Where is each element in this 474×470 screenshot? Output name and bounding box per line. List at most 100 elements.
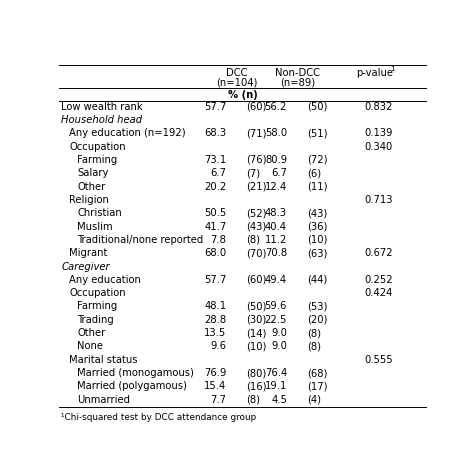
Text: Trading: Trading	[77, 315, 114, 325]
Text: 80.9: 80.9	[265, 155, 287, 165]
Text: (72): (72)	[307, 155, 328, 165]
Text: Other: Other	[77, 181, 106, 192]
Text: 50.5: 50.5	[204, 208, 227, 218]
Text: Household head: Household head	[61, 115, 142, 125]
Text: (76): (76)	[246, 155, 267, 165]
Text: 0.252: 0.252	[365, 275, 393, 285]
Text: 58.0: 58.0	[265, 128, 287, 138]
Text: (30): (30)	[246, 315, 267, 325]
Text: (14): (14)	[246, 328, 267, 338]
Text: Religion: Religion	[69, 195, 109, 205]
Text: (4): (4)	[307, 395, 321, 405]
Text: (71): (71)	[246, 128, 267, 138]
Text: Low wealth rank: Low wealth rank	[61, 102, 143, 112]
Text: 22.5: 22.5	[264, 315, 287, 325]
Text: (36): (36)	[307, 221, 328, 232]
Text: (17): (17)	[307, 381, 328, 392]
Text: Married (polygamous): Married (polygamous)	[77, 381, 187, 392]
Text: (11): (11)	[307, 181, 328, 192]
Text: 0.672: 0.672	[365, 248, 393, 258]
Text: Occupation: Occupation	[69, 141, 126, 152]
Text: 11.2: 11.2	[264, 235, 287, 245]
Text: (10): (10)	[307, 235, 328, 245]
Text: (60): (60)	[246, 102, 267, 112]
Text: (43): (43)	[307, 208, 328, 218]
Text: (8): (8)	[307, 341, 321, 352]
Text: 28.8: 28.8	[204, 315, 227, 325]
Text: ¹Chi-squared test by DCC attendance group: ¹Chi-squared test by DCC attendance grou…	[61, 413, 256, 422]
Text: 12.4: 12.4	[265, 181, 287, 192]
Text: (80): (80)	[246, 368, 267, 378]
Text: 20.2: 20.2	[204, 181, 227, 192]
Text: 13.5: 13.5	[204, 328, 227, 338]
Text: 19.1: 19.1	[264, 381, 287, 392]
Text: (21): (21)	[246, 181, 267, 192]
Text: 0.139: 0.139	[365, 128, 393, 138]
Text: 56.2: 56.2	[264, 102, 287, 112]
Text: (n=89): (n=89)	[280, 78, 315, 87]
Text: 57.7: 57.7	[204, 102, 227, 112]
Text: (60): (60)	[246, 275, 267, 285]
Text: Other: Other	[77, 328, 106, 338]
Text: 0.832: 0.832	[365, 102, 393, 112]
Text: Farming: Farming	[77, 155, 118, 165]
Text: (16): (16)	[246, 381, 267, 392]
Text: DCC: DCC	[226, 69, 247, 78]
Text: 7.7: 7.7	[210, 395, 227, 405]
Text: (20): (20)	[307, 315, 328, 325]
Text: Occupation: Occupation	[69, 288, 126, 298]
Text: Caregiver: Caregiver	[61, 261, 109, 272]
Text: (8): (8)	[246, 395, 261, 405]
Text: 1: 1	[390, 66, 395, 72]
Text: Farming: Farming	[77, 301, 118, 312]
Text: 73.1: 73.1	[204, 155, 227, 165]
Text: (70): (70)	[246, 248, 267, 258]
Text: (7): (7)	[246, 168, 261, 178]
Text: Migrant: Migrant	[69, 248, 108, 258]
Text: 7.8: 7.8	[210, 235, 227, 245]
Text: (43): (43)	[246, 221, 267, 232]
Text: 70.8: 70.8	[265, 248, 287, 258]
Text: 6.7: 6.7	[210, 168, 227, 178]
Text: (8): (8)	[307, 328, 321, 338]
Text: 0.713: 0.713	[365, 195, 393, 205]
Text: None: None	[77, 341, 103, 352]
Text: 48.1: 48.1	[204, 301, 227, 312]
Text: (50): (50)	[246, 301, 267, 312]
Text: 59.6: 59.6	[264, 301, 287, 312]
Text: 0.555: 0.555	[365, 355, 393, 365]
Text: % (n): % (n)	[228, 90, 258, 100]
Text: 68.3: 68.3	[204, 128, 227, 138]
Text: 0.424: 0.424	[365, 288, 393, 298]
Text: Muslim: Muslim	[77, 221, 113, 232]
Text: Non-DCC: Non-DCC	[275, 69, 320, 78]
Text: 15.4: 15.4	[204, 381, 227, 392]
Text: 48.3: 48.3	[265, 208, 287, 218]
Text: p-value: p-value	[356, 69, 393, 78]
Text: 0.340: 0.340	[365, 141, 393, 152]
Text: Traditional/none reported: Traditional/none reported	[77, 235, 203, 245]
Text: 40.4: 40.4	[265, 221, 287, 232]
Text: 9.0: 9.0	[271, 341, 287, 352]
Text: Any education: Any education	[69, 275, 141, 285]
Text: Salary: Salary	[77, 168, 109, 178]
Text: 68.0: 68.0	[204, 248, 227, 258]
Text: (53): (53)	[307, 301, 328, 312]
Text: Any education (n=192): Any education (n=192)	[69, 128, 186, 138]
Text: 76.4: 76.4	[265, 368, 287, 378]
Text: (n=104): (n=104)	[216, 78, 257, 87]
Text: 76.9: 76.9	[204, 368, 227, 378]
Text: (52): (52)	[246, 208, 267, 218]
Text: Marital status: Marital status	[69, 355, 137, 365]
Text: 9.6: 9.6	[210, 341, 227, 352]
Text: Christian: Christian	[77, 208, 122, 218]
Text: (51): (51)	[307, 128, 328, 138]
Text: 57.7: 57.7	[204, 275, 227, 285]
Text: (63): (63)	[307, 248, 328, 258]
Text: (6): (6)	[307, 168, 321, 178]
Text: Married (monogamous): Married (monogamous)	[77, 368, 194, 378]
Text: 41.7: 41.7	[204, 221, 227, 232]
Text: 9.0: 9.0	[271, 328, 287, 338]
Text: (50): (50)	[307, 102, 328, 112]
Text: 4.5: 4.5	[271, 395, 287, 405]
